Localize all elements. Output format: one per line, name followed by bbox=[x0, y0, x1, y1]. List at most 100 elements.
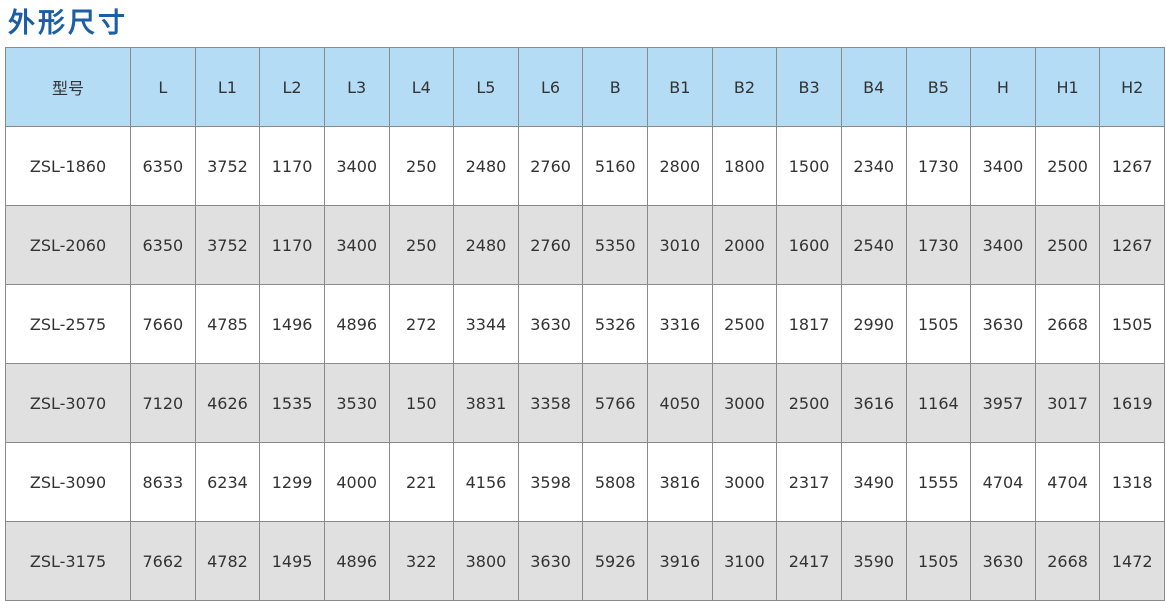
dimension-cell: 3400 bbox=[323, 126, 390, 206]
column-header: L2 bbox=[259, 47, 325, 127]
dimension-cell: 3344 bbox=[453, 284, 519, 364]
dimension-cell: 3400 bbox=[323, 205, 390, 285]
dimension-cell: 3752 bbox=[194, 205, 261, 285]
dimension-cell: 3000 bbox=[711, 442, 778, 522]
table-row: ZSL-2575 7660 4785 1496 4896 272 3344 3630 5326 3… bbox=[5, 284, 1165, 364]
dimension-cell: 3630 bbox=[970, 521, 1036, 601]
dimension-cell: 4000 bbox=[323, 442, 390, 522]
dimension-cell: 4156 bbox=[453, 442, 519, 522]
column-header: H2 bbox=[1099, 47, 1165, 127]
dimension-cell: 1535 bbox=[259, 363, 325, 443]
dimension-cell: 3400 bbox=[970, 205, 1036, 285]
dimension-cell: 2500 bbox=[1034, 126, 1101, 206]
dimension-cell: 3816 bbox=[647, 442, 713, 522]
dimension-cell: 7660 bbox=[130, 284, 196, 364]
dimension-cell: 1267 bbox=[1099, 126, 1165, 206]
dimension-cell: 2760 bbox=[517, 205, 584, 285]
dimension-cell: 3957 bbox=[970, 363, 1036, 443]
dimension-cell: 2500 bbox=[776, 363, 842, 443]
model-cell: ZSL-3175 bbox=[5, 521, 131, 601]
dimension-cell: 2540 bbox=[840, 205, 907, 285]
model-cell: ZSL-3090 bbox=[5, 442, 131, 522]
dimension-cell: 1318 bbox=[1099, 442, 1165, 522]
dimension-cell: 6350 bbox=[130, 126, 196, 206]
column-header: B3 bbox=[776, 47, 842, 127]
dimension-cell: 1267 bbox=[1099, 205, 1165, 285]
dimension-cell: 3400 bbox=[970, 126, 1036, 206]
dimension-cell: 3358 bbox=[517, 363, 584, 443]
dimension-cell: 8633 bbox=[130, 442, 196, 522]
dimension-cell: 1496 bbox=[259, 284, 325, 364]
dimension-cell: 3100 bbox=[711, 521, 778, 601]
dimensions-table: 型号 L L1 L2 L3 L4 L5 L6 B B1 B2 B3 B4 B5 H H1 H2 ZSL-1860… bbox=[5, 47, 1165, 601]
dimension-cell: 2480 bbox=[453, 205, 519, 285]
dimension-cell: 3000 bbox=[711, 363, 778, 443]
dimension-cell: 4782 bbox=[194, 521, 261, 601]
dimension-cell: 2990 bbox=[840, 284, 907, 364]
dimension-cell: 3630 bbox=[517, 284, 584, 364]
dimension-cell: 5926 bbox=[582, 521, 648, 601]
dimension-cell: 3630 bbox=[517, 521, 584, 601]
dimension-cell: 2760 bbox=[517, 126, 584, 206]
dimension-cell: 5350 bbox=[582, 205, 648, 285]
dimension-cell: 3316 bbox=[647, 284, 713, 364]
dimension-cell: 1619 bbox=[1099, 363, 1165, 443]
dimension-cell: 2000 bbox=[711, 205, 778, 285]
dimension-cell: 1495 bbox=[259, 521, 325, 601]
dimension-cell: 3916 bbox=[647, 521, 713, 601]
dimension-cell: 2500 bbox=[1034, 205, 1101, 285]
dimension-cell: 3752 bbox=[194, 126, 261, 206]
dimension-cell: 2500 bbox=[711, 284, 778, 364]
table-row: ZSL-3070 7120 4626 1535 3530 150 3831 3358 5766 4… bbox=[5, 363, 1165, 443]
dimension-cell: 1800 bbox=[711, 126, 778, 206]
dimension-cell: 3616 bbox=[840, 363, 907, 443]
dimension-cell: 2340 bbox=[840, 126, 907, 206]
column-header: H bbox=[970, 47, 1036, 127]
dimension-cell: 322 bbox=[388, 521, 455, 601]
dimension-cell: 5160 bbox=[582, 126, 648, 206]
dimension-cell: 1505 bbox=[905, 521, 972, 601]
dimension-cell: 3017 bbox=[1034, 363, 1101, 443]
dimension-cell: 1730 bbox=[905, 126, 972, 206]
table-row: ZSL-1860 6350 3752 1170 3400 250 2480 2760 5160 2… bbox=[5, 126, 1165, 206]
column-header: B5 bbox=[905, 47, 972, 127]
dimension-cell: 4704 bbox=[1034, 442, 1101, 522]
dimension-cell: 4626 bbox=[194, 363, 261, 443]
dimension-cell: 2668 bbox=[1034, 284, 1101, 364]
model-cell: ZSL-2575 bbox=[5, 284, 131, 364]
column-header: B bbox=[582, 47, 648, 127]
dimension-cell: 1170 bbox=[259, 205, 325, 285]
dimension-cell: 2668 bbox=[1034, 521, 1101, 601]
table-row: ZSL-3090 8633 6234 1299 4000 221 4156 3598 5808 3… bbox=[5, 442, 1165, 522]
dimension-cell: 3010 bbox=[647, 205, 713, 285]
dimension-cell: 1299 bbox=[259, 442, 325, 522]
column-header: B4 bbox=[840, 47, 907, 127]
dimension-cell: 3598 bbox=[517, 442, 584, 522]
dimension-cell: 7120 bbox=[130, 363, 196, 443]
dimension-cell: 250 bbox=[388, 126, 455, 206]
dimension-cell: 1555 bbox=[905, 442, 972, 522]
column-header: H1 bbox=[1034, 47, 1101, 127]
column-header: L1 bbox=[194, 47, 261, 127]
model-cell: ZSL-2060 bbox=[5, 205, 131, 285]
dimension-cell: 1170 bbox=[259, 126, 325, 206]
dimension-cell: 6350 bbox=[130, 205, 196, 285]
dimension-cell: 1505 bbox=[905, 284, 972, 364]
dimension-cell: 1164 bbox=[905, 363, 972, 443]
column-header: L3 bbox=[323, 47, 390, 127]
column-header: B1 bbox=[647, 47, 713, 127]
dimension-cell: 1472 bbox=[1099, 521, 1165, 601]
dimension-cell: 1505 bbox=[1099, 284, 1165, 364]
dimension-cell: 4704 bbox=[970, 442, 1036, 522]
page-title: 外形尺寸 bbox=[8, 8, 128, 39]
dimension-cell: 3530 bbox=[323, 363, 390, 443]
dimension-cell: 2317 bbox=[776, 442, 842, 522]
dimension-cell: 4896 bbox=[323, 284, 390, 364]
dimension-cell: 2800 bbox=[647, 126, 713, 206]
dimension-cell: 221 bbox=[388, 442, 455, 522]
dimension-cell: 250 bbox=[388, 205, 455, 285]
dimension-cell: 4785 bbox=[194, 284, 261, 364]
dimension-cell: 1500 bbox=[776, 126, 842, 206]
dimension-cell: 2417 bbox=[776, 521, 842, 601]
column-header: L5 bbox=[453, 47, 519, 127]
